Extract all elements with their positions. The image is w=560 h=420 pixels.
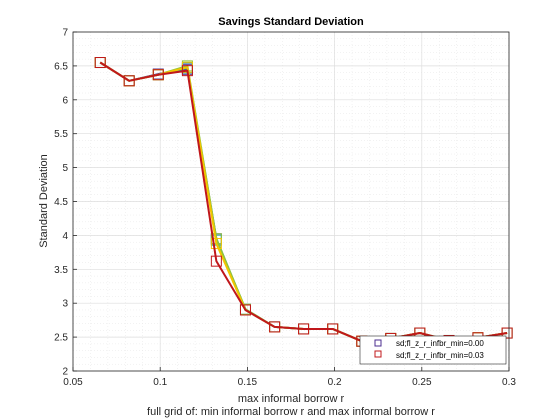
- y-tick-label: 2: [62, 367, 68, 378]
- y-tick-label: 4: [62, 231, 68, 242]
- series-4-point: [181, 65, 193, 77]
- x-tick-label: 0.15: [238, 377, 258, 388]
- y-tick-label: 3: [62, 299, 68, 310]
- series-4-point: [501, 327, 513, 339]
- y-tick-label: 6.5: [54, 61, 68, 72]
- series-4-point: [123, 75, 135, 87]
- legend: sd;fl_z_r_infbr_min=0.00 sd;fl_z_r_infbr…: [359, 335, 507, 365]
- legend-marker-0: [374, 339, 382, 347]
- x-tick-label: 0.2: [328, 377, 342, 388]
- y-tick-label: 3.5: [54, 265, 68, 276]
- x-tick-label: 0.05: [63, 377, 83, 388]
- series-4-point: [239, 304, 251, 316]
- y-tick-label: 6: [62, 95, 68, 106]
- y-tick-label: 5.5: [54, 129, 68, 140]
- chart-caption: full grid of: min informal borrow r and …: [147, 406, 435, 418]
- grid: [72, 31, 510, 372]
- series-4-point: [269, 321, 281, 333]
- x-axis-label: max informal borrow r: [238, 393, 345, 405]
- chart-title: Savings Standard Deviation: [218, 16, 364, 28]
- legend-entry-1: sd;fl_z_r_infbr_min=0.03: [396, 351, 484, 360]
- legend-box: [359, 335, 507, 365]
- y-tick-label: 7: [62, 28, 68, 39]
- series-4-point: [210, 255, 222, 267]
- x-tick-label: 0.3: [502, 377, 516, 388]
- ticks: 0.05 0.1 0.15 0.2 0.25 0.3 2 2.5 3 3.5 4 4.5 5 5.5 6 6.…: [54, 28, 516, 389]
- series-4-point: [298, 323, 310, 335]
- series-4-point: [94, 57, 106, 69]
- series-4-point: [152, 69, 164, 81]
- y-tick-label: 5: [62, 163, 68, 174]
- y-tick-label: 2.5: [54, 333, 68, 344]
- x-tick-label: 0.1: [153, 377, 167, 388]
- legend-entry-0: sd;fl_z_r_infbr_min=0.00: [396, 339, 484, 348]
- series-3-point: [210, 238, 222, 250]
- x-tick-label: 0.25: [412, 377, 432, 388]
- y-tick-label: 4.5: [54, 197, 68, 208]
- legend-marker-1: [374, 350, 382, 358]
- y-axis-label: Standard Deviation: [38, 154, 50, 248]
- series-4-point: [327, 323, 339, 335]
